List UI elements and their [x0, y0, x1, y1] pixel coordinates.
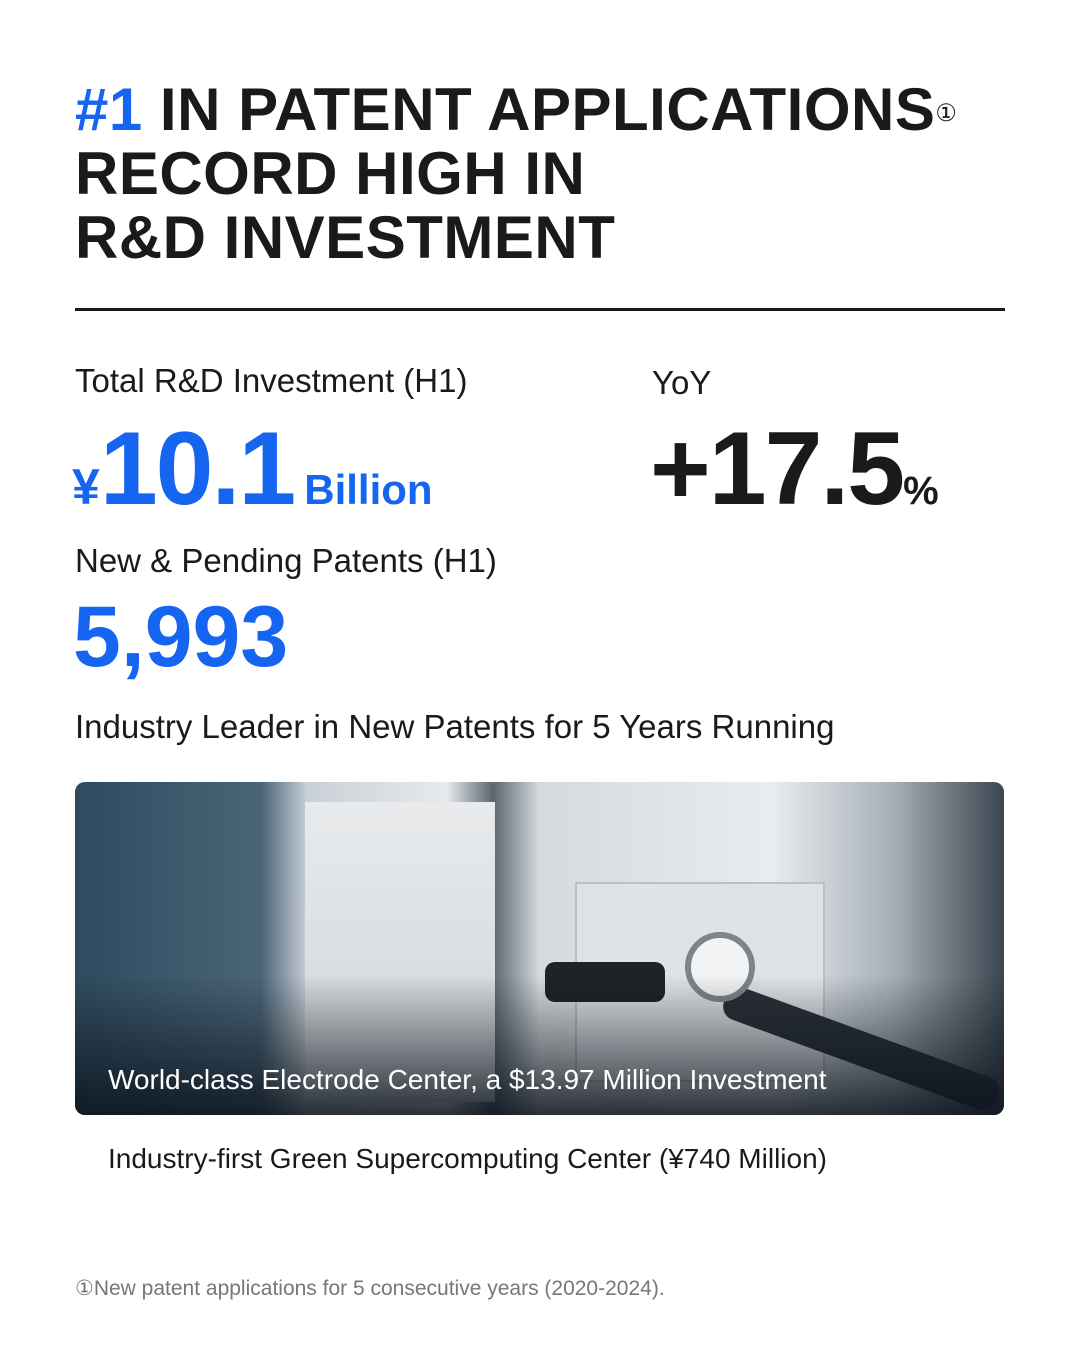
- yoy-value: +17.5%: [650, 410, 939, 529]
- title-line-3: R&D INVESTMENT: [75, 204, 616, 271]
- supercomputing-text: Industry-first Green Supercomputing Cent…: [108, 1143, 827, 1174]
- leader-text: Industry Leader in New Patents for 5 Yea…: [75, 708, 835, 745]
- investment-number: 10.1: [99, 411, 296, 527]
- rank: #1: [75, 76, 143, 143]
- yoy-unit: %: [903, 469, 939, 513]
- investment-label: Total R&D Investment (H1): [75, 362, 468, 399]
- patents-value: 5,993: [73, 589, 289, 685]
- title-line-1: IN PATENT APPLICATIONS: [159, 76, 936, 143]
- footnote: ①New patent applications for 5 consecuti…: [75, 1277, 665, 1300]
- page-title: #1 IN PATENT APPLICATIONS① RECORD HIGH I…: [75, 78, 957, 270]
- photo-caption: World-class Electrode Center, a $13.97 M…: [108, 1064, 827, 1095]
- electrode-center-photo: World-class Electrode Center, a $13.97 M…: [75, 782, 1004, 1115]
- yoy-number: +17.5: [650, 411, 905, 527]
- investment-value: ¥10.1 Billion: [72, 410, 433, 529]
- yoy-label: YoY: [652, 364, 712, 401]
- title-line-2: RECORD HIGH IN: [75, 140, 586, 207]
- currency: ¥: [72, 459, 100, 515]
- divider: [75, 308, 1005, 311]
- footnote-mark: ①: [935, 100, 958, 127]
- investment-unit: Billion: [304, 466, 433, 513]
- patents-label: New & Pending Patents (H1): [75, 542, 497, 579]
